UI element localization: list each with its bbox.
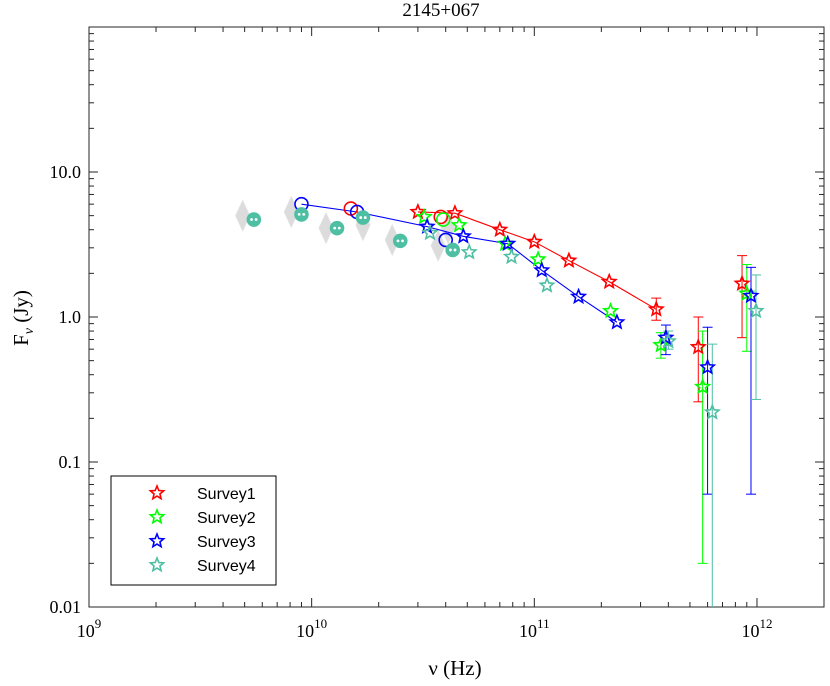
star-marker [659, 332, 678, 349]
star-marker [600, 272, 618, 290]
x-tick-label: 109 [77, 616, 102, 641]
star-marker [742, 286, 760, 304]
star-marker [560, 251, 578, 268]
x-tick-label: 1012 [741, 616, 772, 641]
legend-label: Survey1 [197, 486, 256, 503]
circle-marker-dot [453, 248, 457, 252]
error-bars [651, 255, 762, 607]
star-marker [703, 403, 721, 420]
circle-marker-dot [359, 216, 363, 219]
legend-label: Survey4 [197, 558, 256, 575]
circle-marker-dot [297, 213, 301, 216]
star-marker [450, 216, 468, 233]
y-tick-label: 0.1 [59, 452, 82, 472]
circle-marker-dot [449, 248, 452, 252]
star-marker [533, 261, 551, 278]
circle-marker-dot [337, 226, 341, 230]
circle-marker-dot [401, 239, 404, 243]
circle-marker [246, 212, 262, 227]
circle-marker [445, 242, 461, 258]
star-marker [733, 274, 751, 291]
star-marker [747, 301, 765, 319]
axis-ticks: 109 1010 1011 1012 0.01 0.1 1.0 10.0 [50, 26, 825, 641]
circle-marker-dot [333, 226, 337, 230]
y-tick-label: 0.01 [50, 597, 82, 617]
circle-marker [294, 207, 309, 222]
x-tick-label: 1010 [296, 616, 327, 641]
y-tick-label: 1.0 [59, 307, 82, 327]
legend-star [148, 555, 166, 573]
circle-marker [329, 220, 345, 236]
legend-label: Survey2 [197, 510, 256, 527]
series-line [417, 211, 657, 310]
circle-marker [392, 233, 408, 249]
legend-box [110, 475, 277, 586]
star-marker [689, 337, 707, 355]
circle-marker-dot [254, 218, 258, 221]
gray-diamond [318, 211, 334, 245]
star-marker [499, 234, 517, 252]
star-marker [601, 301, 620, 319]
star-marker [454, 227, 473, 244]
legend-label: Survey3 [197, 534, 256, 551]
star-marker [502, 247, 521, 265]
star-marker [693, 377, 712, 395]
x-tick-label: 1011 [519, 616, 550, 641]
x-axis-label: ν (Hz) [428, 656, 481, 680]
y-axis-label: Fν (Jy) [9, 290, 37, 346]
star-marker [529, 250, 547, 267]
legend-entries: Survey1 Survey2 Survey3 Survey4 [148, 483, 256, 575]
circle-marker [355, 210, 371, 225]
star-marker [421, 223, 439, 241]
circle-marker [438, 232, 454, 248]
star-marker [698, 358, 717, 375]
star-marker [538, 276, 556, 293]
star-marker [491, 220, 509, 238]
legend-star [148, 531, 166, 549]
circle-marker-dot [302, 213, 306, 216]
y-tick-label: 10.0 [50, 162, 82, 182]
star-marker [460, 243, 478, 260]
circle-marker-dot [396, 239, 400, 243]
gray-diamond [430, 229, 446, 262]
star-marker [569, 287, 588, 305]
legend: Survey1 Survey2 Survey3 Survey4 [110, 475, 277, 586]
gray-diamond [235, 199, 251, 232]
circle-marker-dot [250, 218, 253, 221]
circle-marker [433, 209, 449, 225]
legend-star [148, 507, 166, 525]
star-marker [647, 300, 665, 317]
star-marker [446, 204, 464, 221]
chart-title: 2145+067 [402, 0, 479, 21]
star-marker [525, 232, 543, 250]
legend-star [148, 483, 166, 501]
circle-marker [435, 212, 451, 227]
star-marker [415, 207, 433, 225]
circle-marker-dot [363, 216, 367, 219]
star-marker [657, 328, 675, 346]
data-markers [246, 196, 765, 420]
star-marker [608, 313, 626, 330]
